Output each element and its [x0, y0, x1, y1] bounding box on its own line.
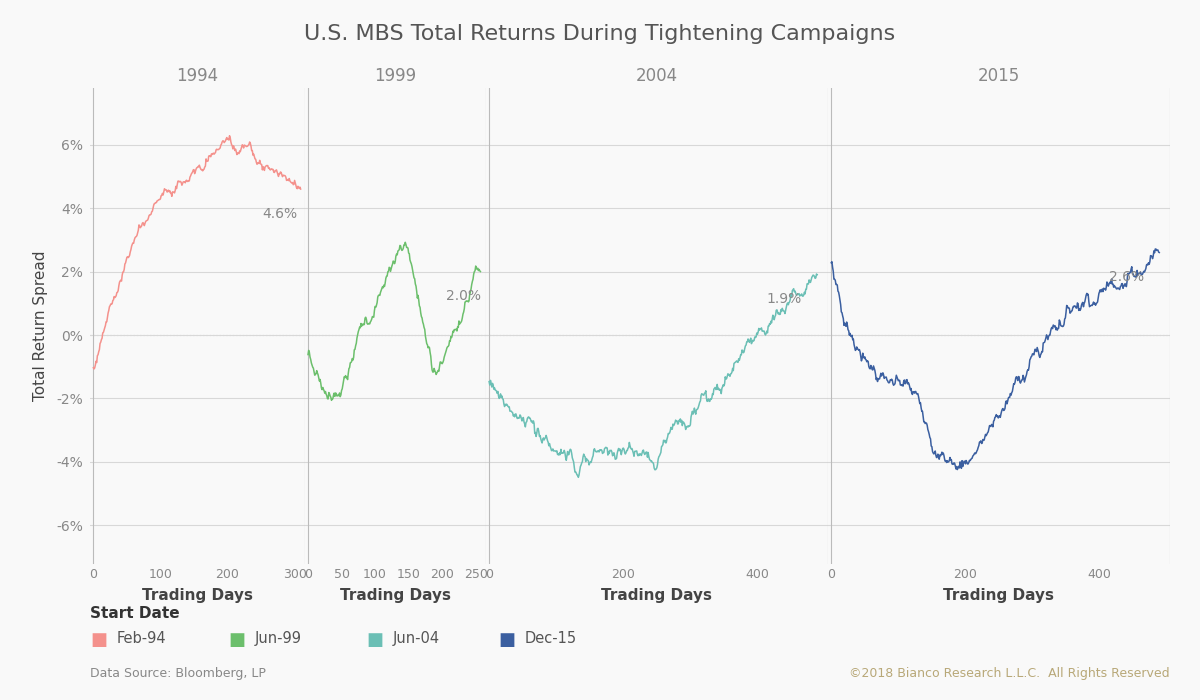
Text: 2.0%: 2.0%: [445, 289, 481, 303]
Text: ■: ■: [90, 631, 107, 650]
X-axis label: Trading Days: Trading Days: [601, 587, 713, 603]
Text: Data Source: Bloomberg, LP: Data Source: Bloomberg, LP: [90, 667, 266, 680]
Text: Jun-99: Jun-99: [254, 631, 301, 646]
Text: ■: ■: [366, 631, 383, 650]
Title: 2015: 2015: [978, 66, 1020, 85]
Text: Feb-94: Feb-94: [116, 631, 166, 646]
Text: 1.9%: 1.9%: [767, 292, 802, 306]
Title: 1999: 1999: [374, 66, 416, 85]
Text: ■: ■: [498, 631, 515, 650]
X-axis label: Trading Days: Trading Days: [142, 587, 253, 603]
Text: ©2018 Bianco Research L.L.C.  All Rights Reserved: ©2018 Bianco Research L.L.C. All Rights …: [850, 667, 1170, 680]
Text: Jun-04: Jun-04: [392, 631, 439, 646]
Title: 1994: 1994: [176, 66, 218, 85]
Text: U.S. MBS Total Returns During Tightening Campaigns: U.S. MBS Total Returns During Tightening…: [305, 25, 895, 45]
X-axis label: Trading Days: Trading Days: [943, 587, 1055, 603]
Title: 2004: 2004: [636, 66, 678, 85]
Text: Start Date: Start Date: [90, 606, 180, 620]
X-axis label: Trading Days: Trading Days: [340, 587, 451, 603]
Text: Dec-15: Dec-15: [524, 631, 576, 646]
Text: ■: ■: [228, 631, 245, 650]
Text: 4.6%: 4.6%: [263, 206, 298, 220]
Text: 2.6%: 2.6%: [1109, 270, 1144, 284]
Y-axis label: Total Return Spread: Total Return Spread: [32, 251, 48, 400]
